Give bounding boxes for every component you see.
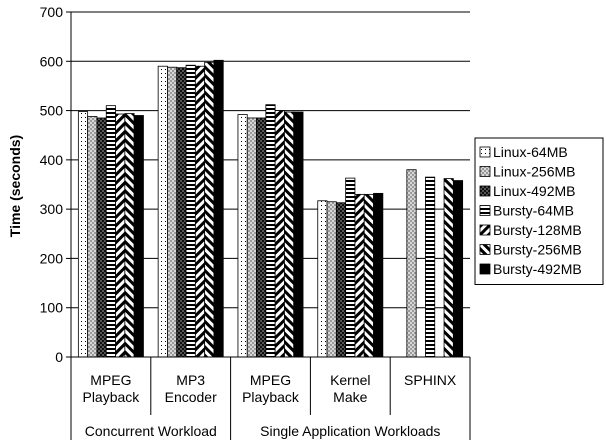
axes: [66, 11, 471, 440]
x-category-label: MPEG: [250, 372, 291, 388]
legend-swatch: [479, 205, 491, 216]
bar-bursty-64mb-0: [105, 105, 116, 358]
x-category-label: Make: [333, 389, 367, 405]
bar-linux-492mb-2: [256, 117, 267, 358]
bar-bursty-256mb-0: [124, 113, 135, 358]
x-category-label: SPHINX: [404, 372, 457, 388]
legend-label: Linux-256MB: [493, 164, 576, 180]
y-tick-label: 400: [40, 152, 64, 168]
legend-box: [474, 137, 604, 285]
bar-bursty-492mb-2: [293, 111, 304, 358]
x-group-label: Single Application Workloads: [260, 423, 440, 439]
x-category-label: Kernel: [330, 372, 370, 388]
legend-label: Bursty-256MB: [493, 242, 582, 258]
bar-bursty-64mb-4: [425, 176, 436, 358]
bar-linux-256mb-1: [167, 66, 178, 358]
legend-swatch: [479, 244, 491, 255]
legend-swatch: [479, 185, 491, 197]
bar-linux-64mb-1: [157, 65, 168, 358]
bar-bursty-64mb-1: [185, 64, 196, 358]
y-axis-title: Time (seconds): [7, 135, 23, 237]
bar-bursty-492mb-3: [373, 192, 384, 358]
bar-bursty-128mb-3: [354, 193, 365, 358]
legend-label: Bursty-64MB: [493, 203, 574, 219]
bar-linux-64mb-2: [237, 114, 248, 358]
x-category-label: Encoder: [165, 389, 217, 405]
legend-swatch: [479, 224, 491, 236]
legend: Linux-64MB Linux-256MB Linux-492MB Bursty-6…: [474, 137, 604, 285]
bar-linux-64mb-0: [77, 111, 89, 358]
legend-swatch: [479, 166, 491, 177]
legend-label: Bursty-128MB: [493, 222, 582, 238]
bar-linux-256mb-0: [87, 116, 98, 358]
y-tick-label: 700: [40, 4, 64, 20]
y-tick-label: 300: [40, 201, 64, 217]
bar-linux-256mb-2: [246, 117, 257, 358]
y-tick-labels: 0 100 200 300 400 500 600 700: [40, 4, 64, 365]
bar-bursty-256mb-2: [284, 111, 295, 358]
bar-linux-256mb-3: [326, 201, 337, 358]
x-category-labels: MPEGPlaybackMP3EncoderMPEGPlaybackKernel…: [82, 372, 456, 439]
bar-bursty-492mb-0: [133, 115, 144, 358]
legend-label: Linux-492MB: [493, 183, 576, 199]
bar-bursty-256mb-1: [204, 61, 215, 358]
bar-bursty-64mb-3: [345, 177, 356, 358]
x-group-label: Concurrent Workload: [85, 423, 217, 439]
y-tick-label: 200: [40, 250, 64, 266]
x-category-label: Playback: [242, 389, 300, 405]
bar-bursty-128mb-1: [194, 65, 206, 358]
y-tick-label: 600: [40, 53, 64, 69]
bar-bursty-492mb-4: [452, 180, 464, 358]
legend-label: Linux-64MB: [493, 144, 568, 160]
x-category-label: MPEG: [90, 372, 131, 388]
bar-bursty-256mb-3: [363, 193, 374, 358]
y-tick-label: 500: [40, 103, 64, 119]
bar-bursty-256mb-4: [443, 178, 454, 358]
bar-linux-256mb-4: [406, 169, 417, 358]
y-tick-label: 100: [40, 300, 64, 316]
y-tick-label: 0: [55, 349, 63, 365]
bar-bursty-492mb-1: [213, 59, 224, 358]
bar-linux-492mb-3: [335, 202, 347, 358]
bar-linux-492mb-1: [176, 67, 187, 358]
bar-linux-64mb-3: [317, 200, 328, 358]
x-category-label: Playback: [82, 389, 140, 405]
bar-bursty-128mb-2: [274, 110, 285, 358]
bar-linux-492mb-0: [96, 117, 107, 358]
bar-bursty-128mb-0: [115, 113, 126, 358]
x-category-label: MP3: [176, 372, 205, 388]
legend-swatch: [479, 146, 491, 158]
bar-bursty-64mb-2: [265, 104, 276, 358]
legend-label: Bursty-492MB: [493, 261, 582, 277]
legend-swatch: [479, 263, 491, 275]
bars: [77, 59, 464, 358]
